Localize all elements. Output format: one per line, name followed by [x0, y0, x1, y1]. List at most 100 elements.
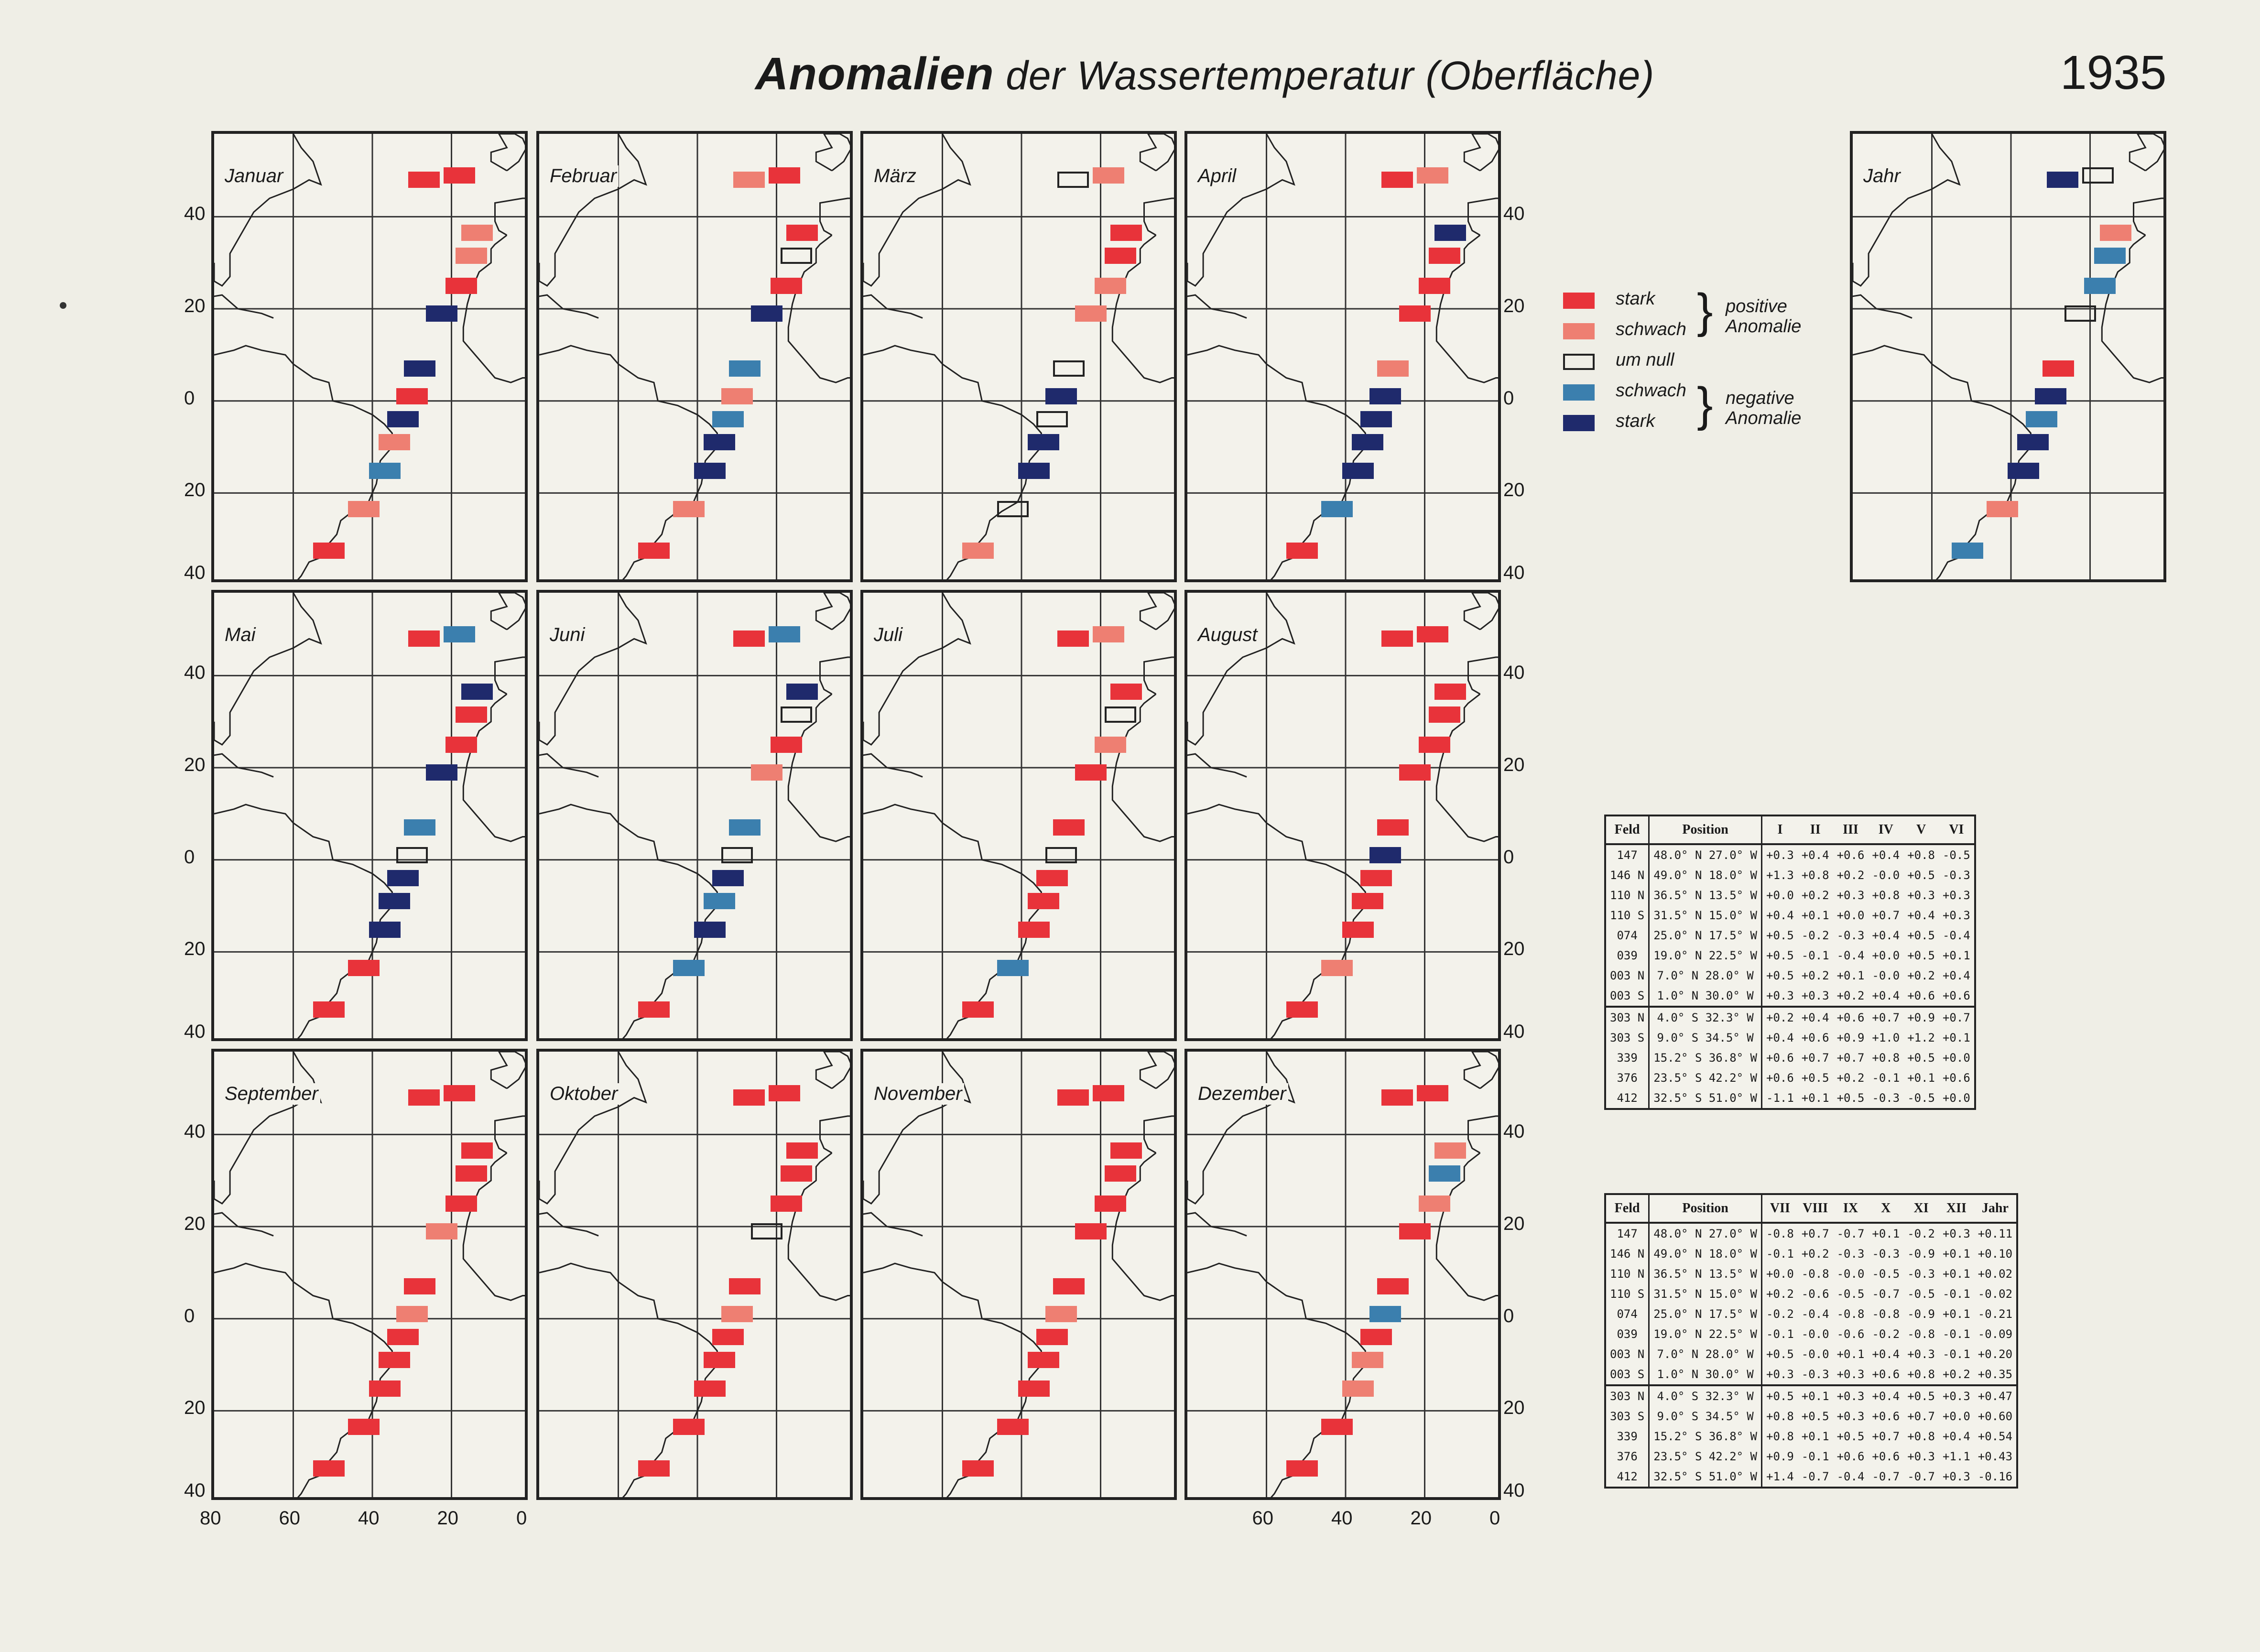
table-cell: +0.2: [1801, 969, 1829, 982]
table-cell: 48.0° N 27.0° W: [1649, 1223, 1762, 1244]
map-month-8: August: [1184, 590, 1501, 1041]
table-cell: -0.7: [1872, 1287, 1900, 1301]
table-cell: +0.4: [1872, 848, 1900, 862]
table-cell: -0.2: [1766, 1307, 1794, 1321]
axis-tick-label: 80: [200, 1508, 221, 1529]
anomaly-marker-110-S: [455, 706, 487, 723]
anomaly-marker-303-N: [1360, 870, 1392, 887]
table-row: 039 19.0° N 22.5° W -0.1 -0.0 -0.6 -0.2 -0.8 -0…: [1605, 1324, 2017, 1344]
axis-tick-label: 20: [184, 754, 206, 776]
table-cell: 25.0° N 17.5° W: [1649, 1304, 1762, 1324]
legend-label-1: stark: [1616, 289, 1655, 309]
table-cell: 49.0° N 18.0° W: [1649, 865, 1762, 885]
map-background: [214, 593, 525, 1038]
table-cell: 9.0° S 34.5° W: [1649, 1406, 1762, 1426]
table-cell: +0.3: [1907, 1450, 1935, 1463]
table-cell: -0.5: [1872, 1267, 1900, 1281]
table-cell: 110 S: [1605, 1284, 1650, 1304]
table-cell: +0.4: [1868, 1384, 1904, 1406]
table-header: I: [1761, 815, 1798, 845]
table-cell: -0.3: [1836, 1247, 1865, 1261]
anomaly-marker-074: [1419, 1195, 1451, 1212]
anomaly-marker-003-N: [2043, 360, 2075, 377]
table-cell: +0.9: [1766, 1450, 1794, 1463]
map-title: Jahr: [1861, 165, 1902, 187]
table-cell: -0.1: [1942, 1287, 1970, 1301]
anomaly-marker-339: [1342, 1380, 1374, 1397]
anomaly-marker-412: [962, 1460, 994, 1477]
table-row: 074 25.0° N 17.5° W +0.5 -0.2 -0.3 +0.4 +0.5 -0…: [1605, 925, 1975, 946]
table-cell: 15.2° S 36.8° W: [1649, 1426, 1762, 1446]
table-cell: 49.0° N 18.0° W: [1649, 1244, 1762, 1264]
table-cell: -0.8: [1801, 1267, 1829, 1281]
legend: stark schwach um null schwach stark } po…: [1563, 287, 1831, 440]
table-cell: 376: [1605, 1446, 1650, 1467]
table-cell: 48.0° N 27.0° W: [1649, 844, 1762, 865]
map-month-9: September: [211, 1049, 528, 1500]
table-cell: 9.0° S 34.5° W: [1649, 1028, 1762, 1048]
anomaly-marker-146-N: [1417, 167, 1449, 184]
table-cell: +0.3: [1833, 1384, 1869, 1406]
table-cell: +0.8: [1907, 1430, 1935, 1443]
anomaly-marker-412: [962, 1001, 994, 1018]
table-cell: +0.1: [1942, 1247, 1970, 1261]
anomaly-marker-003-N: [404, 819, 436, 836]
legend-label-2: schwach: [1616, 319, 1686, 339]
table-cell: -0.1: [1766, 1247, 1794, 1261]
anomaly-marker-146-N: [444, 626, 476, 642]
table-cell: 146 N: [1605, 865, 1650, 885]
anomaly-marker-339: [694, 1380, 726, 1397]
table-cell: +0.7: [1907, 1410, 1935, 1423]
table-header: X: [1868, 1194, 1904, 1224]
map-title: März: [872, 165, 918, 187]
table-row: 003 S 1.0° N 30.0° W +0.3 -0.3 +0.3 +0.6 +0.8 +…: [1605, 1364, 2017, 1385]
table-cell: -0.6: [1836, 1327, 1865, 1341]
table-cell: +0.1: [1797, 1384, 1833, 1406]
table-cell: +0.7: [1836, 1051, 1865, 1065]
axis-tick-label: 0: [1503, 387, 1514, 409]
anomaly-marker-110-S: [1104, 1165, 1136, 1182]
table-cell: -0.1: [1801, 1450, 1829, 1463]
anomaly-marker-039: [750, 764, 782, 781]
anomaly-marker-376: [348, 501, 380, 518]
axis-tick-label: 20: [184, 479, 206, 501]
table-row: 110 S 31.5° N 15.0° W +0.2 -0.6 -0.5 -0.7 -0.5…: [1605, 1284, 2017, 1304]
anomaly-marker-147: [1057, 630, 1089, 647]
axis-tick-label: 60: [1252, 1508, 1274, 1529]
map-title: September: [223, 1083, 320, 1105]
anomaly-marker-003-N: [1377, 1278, 1409, 1295]
table-cell: 23.5° S 42.2° W: [1649, 1068, 1762, 1088]
table-cell: +0.9: [1903, 1006, 1939, 1028]
table-cell: -0.7: [1836, 1227, 1865, 1240]
table-cell: +0.4: [1801, 848, 1829, 862]
table-cell: +0.2: [1836, 1071, 1865, 1085]
anomaly-marker-339: [694, 922, 726, 938]
table-cell: 147: [1605, 844, 1650, 865]
table-cell: +0.7: [1801, 1227, 1829, 1240]
anomaly-marker-003-S: [1369, 1306, 1401, 1323]
axis-tick-label: 0: [184, 387, 195, 409]
table-cell: +0.1: [1942, 1031, 1970, 1044]
anomaly-marker-303-N: [2025, 411, 2057, 428]
table-header: Feld: [1605, 815, 1650, 845]
table-cell: +0.6: [1766, 1051, 1794, 1065]
legend-label-5: stark: [1616, 411, 1655, 431]
anomaly-marker-003-S: [2034, 388, 2066, 405]
table-cell: +0.3: [1942, 889, 1970, 902]
anomaly-marker-039: [1075, 764, 1107, 781]
table-cell: +1.1: [1942, 1450, 1970, 1463]
anomaly-marker-339: [1018, 922, 1050, 938]
anomaly-marker-003-N: [1377, 819, 1409, 836]
table-header: Jahr: [1974, 1194, 2018, 1224]
axis-tick-label: 60: [279, 1508, 301, 1529]
table-cell: 15.2° S 36.8° W: [1649, 1048, 1762, 1068]
table-cell: +0.6: [1836, 848, 1865, 862]
anomaly-marker-110-S: [1428, 248, 1460, 264]
anomaly-marker-339: [369, 1380, 401, 1397]
anomaly-marker-303-N: [1036, 1329, 1068, 1346]
anomaly-marker-303-S: [1027, 1352, 1059, 1369]
anomaly-marker-003-N: [404, 1278, 436, 1295]
axis-tick-label: 0: [184, 1305, 195, 1326]
legend-swatch-um-null: [1563, 354, 1595, 370]
axis-tick-label: 20: [1503, 479, 1525, 501]
